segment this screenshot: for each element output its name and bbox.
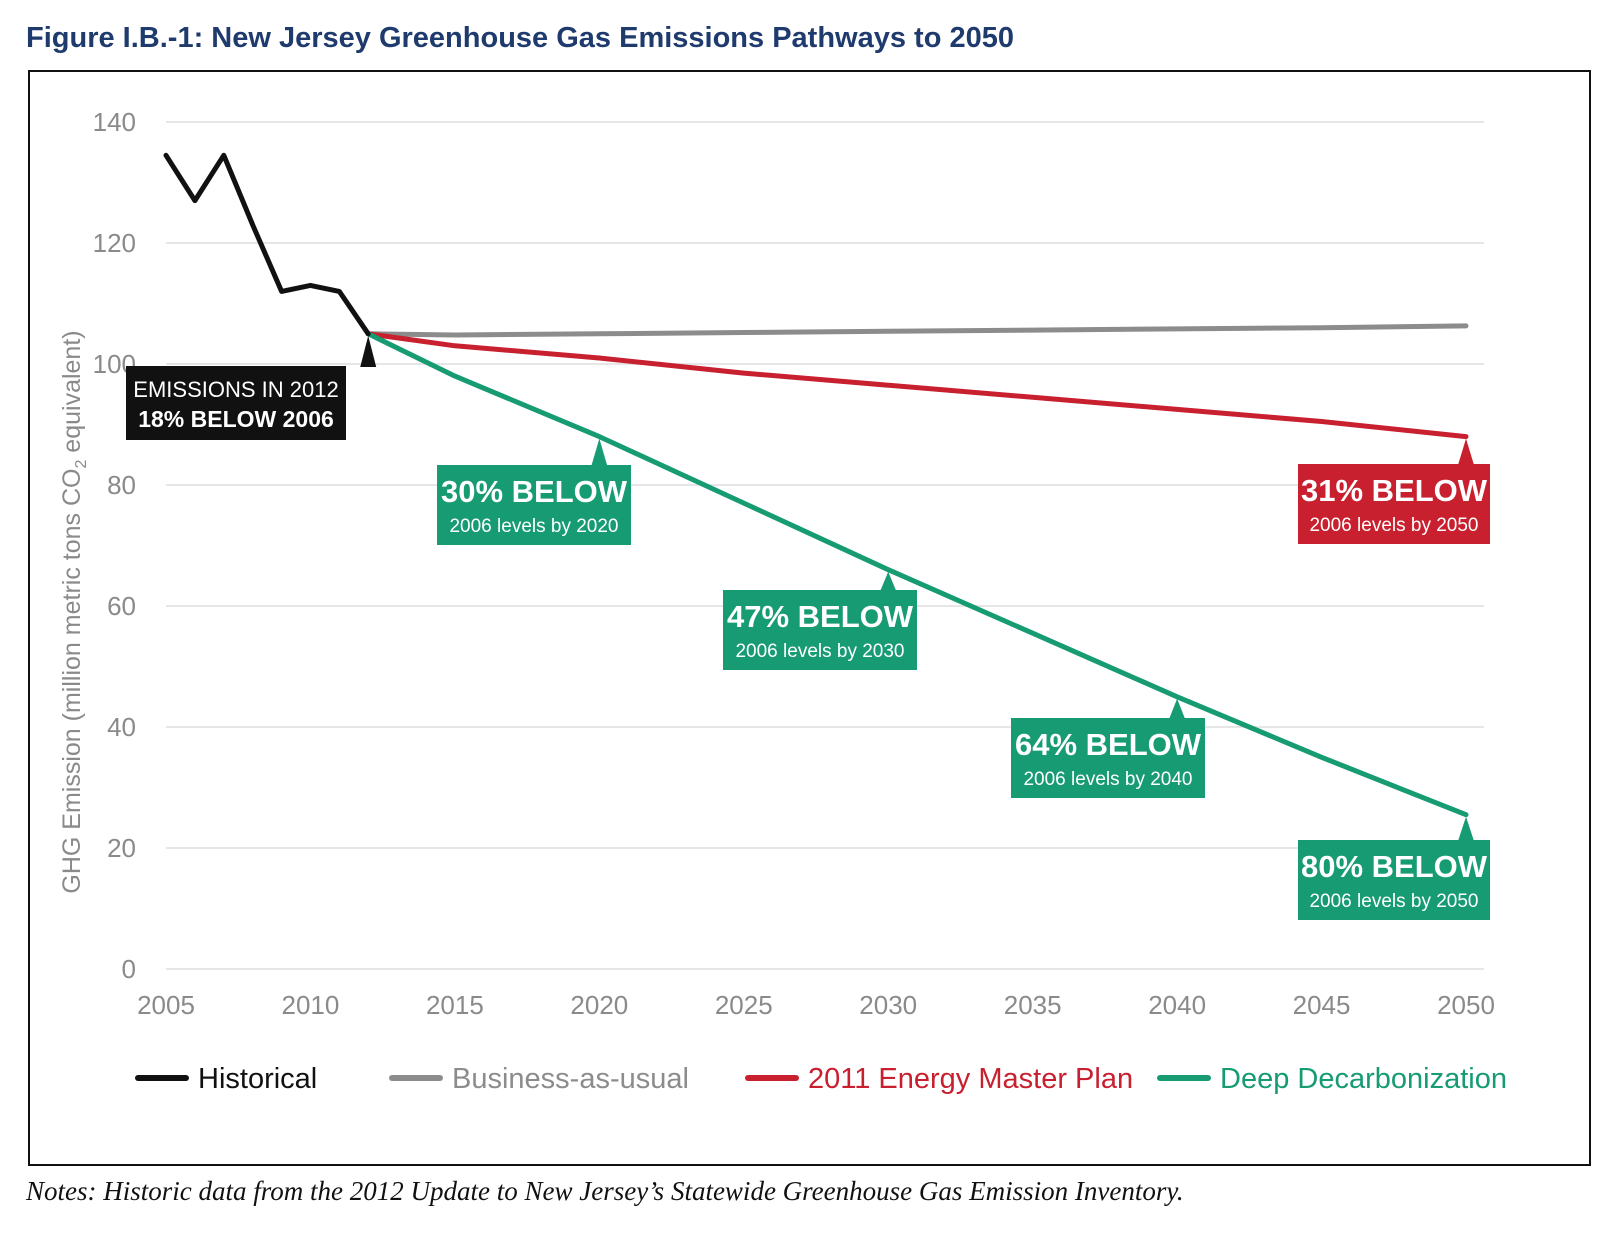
callout-headline: 64% BELOW (1015, 727, 1202, 762)
callout-pointer (1458, 816, 1474, 841)
callout-headline: 30% BELOW (441, 474, 628, 509)
y-tick-label: 60 (107, 591, 136, 621)
series-line-historical (163, 152, 371, 337)
callout-deep-4: 80% BELOW 2006 levels by 2050 (1298, 816, 1490, 920)
callout-box (723, 590, 917, 670)
callouts: EMISSIONS IN 2012 18% BELOW 2006 30% BELOW… (126, 335, 1490, 920)
x-tick-label: 2005 (137, 990, 195, 1020)
figure-title: Figure I.B.-1: New Jersey Greenhouse Gas… (26, 22, 1014, 54)
callout-deep-3: 64% BELOW 2006 levels by 2040 (1011, 698, 1205, 798)
callout-deep-1: 30% BELOW 2006 levels by 2020 (437, 438, 631, 545)
callout-pointer (360, 335, 377, 367)
legend-label: Business-as-usual (452, 1063, 689, 1095)
callout-box (437, 465, 631, 545)
x-tick-label: 2035 (1004, 990, 1062, 1020)
y-tick-label: 120 (93, 228, 136, 258)
y-tick-label: 140 (93, 107, 136, 137)
callout-line-1: EMISSIONS IN 2012 (133, 377, 338, 402)
callout-headline: 47% BELOW (727, 599, 914, 634)
legend-label: Deep Decarbonization (1220, 1063, 1507, 1095)
callout-box (1298, 464, 1490, 544)
x-tick-label: 2020 (570, 990, 628, 1020)
x-tick-label: 2030 (859, 990, 917, 1020)
x-tick-label: 2025 (715, 990, 773, 1020)
callout-pointer (1169, 698, 1186, 719)
callout-subtext: 2006 levels by 2050 (1309, 515, 1478, 536)
y-tick-label: 20 (107, 833, 136, 863)
x-tick-label: 2015 (426, 990, 484, 1020)
x-tick-label: 2040 (1148, 990, 1206, 1020)
chart-frame: 0 20 40 60 80 100 120 140 2005 2010 2015 2020 2025 20… (28, 70, 1591, 1166)
callout-pointer (1458, 438, 1474, 465)
x-tick-label: 2010 (282, 990, 340, 1020)
x-tick-label: 2050 (1437, 990, 1495, 1020)
callout-subtext: 2006 levels by 2030 (735, 641, 904, 662)
legend-item-historical: Historical (135, 1063, 317, 1095)
legend-item-emp: 2011 Energy Master Plan (745, 1063, 1133, 1095)
callout-line-2: 18% BELOW 2006 (138, 406, 334, 432)
legend: Historical Business-as-usual 2011 Energy M… (135, 1063, 1507, 1095)
figure-notes: Notes: Historic data from the 2012 Updat… (26, 1176, 1184, 1206)
callout-historical-0: EMISSIONS IN 2012 18% BELOW 2006 (126, 335, 377, 440)
legend-item-deep: Deep Decarbonization (1157, 1063, 1507, 1095)
y-axis-label-subscript: 2 (73, 460, 90, 469)
y-axis-label-end: equivalent) (58, 330, 86, 459)
legend-label: Historical (198, 1063, 317, 1095)
callout-box (1011, 718, 1205, 798)
legend-label: 2011 Energy Master Plan (808, 1063, 1133, 1095)
callout-subtext: 2006 levels by 2020 (449, 516, 618, 537)
callout-headline: 80% BELOW (1301, 849, 1488, 884)
callout-pointer (880, 571, 897, 591)
grid-lines (166, 121, 1484, 970)
series-line-bau (365, 323, 1469, 338)
x-tick-label: 2045 (1293, 990, 1351, 1020)
callout-box (1298, 840, 1490, 920)
callout-emp-5: 31% BELOW 2006 levels by 2050 (1298, 438, 1490, 544)
y-axis-label-main: GHG Emission (million metric tons CO (58, 469, 86, 894)
y-tick-label: 0 (122, 954, 136, 984)
y-tick-label: 40 (107, 712, 136, 742)
callout-subtext: 2006 levels by 2040 (1023, 769, 1192, 790)
callout-box (126, 366, 346, 440)
callout-headline: 31% BELOW (1301, 473, 1488, 508)
callout-deep-2: 47% BELOW 2006 levels by 2030 (723, 571, 917, 670)
series-line-deep (365, 331, 1469, 818)
callout-pointer (591, 438, 608, 466)
y-axis-label: GHG Emission (million metric tons CO2 eq… (58, 330, 90, 893)
series-line-emp (365, 331, 1469, 440)
series-lines (163, 152, 1469, 818)
legend-item-bau: Business-as-usual (389, 1063, 689, 1095)
y-tick-label: 80 (107, 470, 136, 500)
callout-subtext: 2006 levels by 2050 (1309, 891, 1478, 912)
